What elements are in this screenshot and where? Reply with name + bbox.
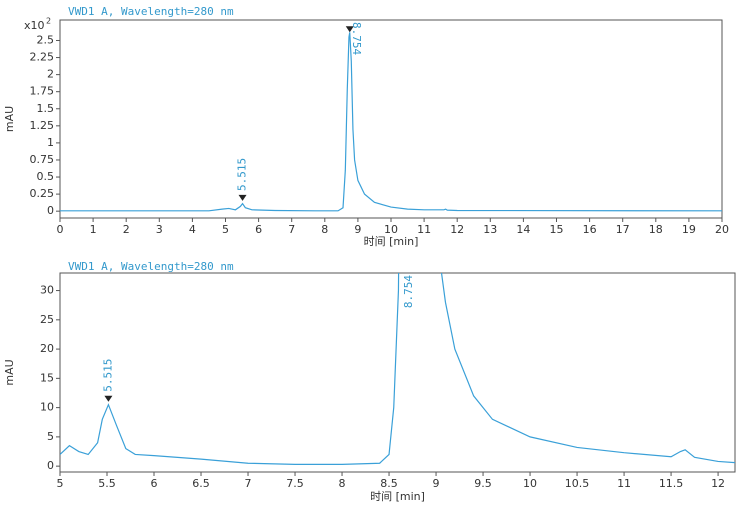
y-tick-label: 15 [40,371,54,384]
x-tick-label: 8.5 [380,477,398,490]
x-tick-label: 2 [123,223,130,236]
x-tick-label: 5 [57,477,64,490]
y-tick-label: 1 [47,136,54,149]
x-tick-label: 12 [711,477,725,490]
panel-title: VWD1 A, Wavelength=280 nm [68,5,234,18]
x-tick-label: 8 [321,223,328,236]
plot-frame [59,19,723,219]
x-tick-label: 5 [222,223,229,236]
peak-label: 5.515 [101,359,114,392]
plot-frame [59,272,736,473]
x-axis-label: 时间 [min] [364,235,419,248]
y-tick-label: 1.75 [30,85,55,98]
peak-marker [238,194,247,201]
x-tick-label: 7 [245,477,252,490]
peak-marker [345,26,354,33]
x-tick-label: 10.5 [565,477,590,490]
y-tick-label: 2 [47,68,54,81]
peak-marker [104,395,113,402]
peak-label: 8.754 [350,22,363,55]
y-tick-label: 1.5 [37,102,55,115]
x-tick-label: 10 [384,223,398,236]
x-tick-label: 12 [450,223,464,236]
y-tick-label: 5 [47,430,54,443]
y-tick-label: 0 [47,459,54,472]
y-tick-label: 2.25 [30,51,55,64]
x-tick-label: 1 [90,223,97,236]
y-tick-label: 0.25 [30,187,55,200]
y-tick-label: 30 [40,284,54,297]
x-tick-label: 0 [57,223,64,236]
y-tick-label: 1.25 [30,119,55,132]
x-tick-label: 20 [715,223,729,236]
panel-title: VWD1 A, Wavelength=280 nm [68,260,234,273]
x-axis-label: 时间 [min] [370,490,425,503]
x-tick-label: 4 [189,223,196,236]
x-tick-label: 10 [523,477,537,490]
x-tick-label: 14 [516,223,530,236]
y-tick-label: 20 [40,342,54,355]
x-tick-label: 16 [583,223,597,236]
panel: VWD1 A, Wavelength=280 nm mAU 时间 [min] 5 5.5… [3,260,736,503]
y-tick-label: 0.75 [30,153,55,166]
x-tick-label: 6 [151,477,158,490]
y-multiplier: x10 [24,19,45,32]
x-tick-label: 5.5 [98,477,116,490]
peak-label: 8.754 [402,275,415,308]
y-exponent: 2 [46,17,51,26]
x-tick-label: 6 [255,223,262,236]
x-tick-label: 17 [616,223,630,236]
y-axis-label: mAU [3,359,16,385]
x-tick-label: 6.5 [192,477,210,490]
y-axis-label: mAU [3,106,16,132]
y-tick-label: 0.5 [37,170,55,183]
trace [60,32,722,212]
x-tick-label: 15 [550,223,564,236]
x-tick-label: 7.5 [286,477,304,490]
x-tick-label: 11 [417,223,431,236]
x-tick-label: 19 [682,223,696,236]
x-tick-label: 9.5 [474,477,492,490]
y-tick-label: 2.5 [37,33,55,46]
x-tick-label: 8 [339,477,346,490]
x-tick-label: 3 [156,223,163,236]
trace [60,273,735,465]
x-tick-label: 11 [617,477,631,490]
peak-label: 5.515 [236,158,249,191]
x-tick-label: 13 [483,223,497,236]
y-tick-label: 0 [47,204,54,217]
y-tick-label: 25 [40,313,54,326]
y-tick-label: 10 [40,401,54,414]
x-tick-label: 18 [649,223,663,236]
x-tick-label: 7 [288,223,295,236]
x-tick-label: 11.5 [659,477,684,490]
x-tick-label: 9 [354,223,361,236]
x-tick-label: 9 [433,477,440,490]
